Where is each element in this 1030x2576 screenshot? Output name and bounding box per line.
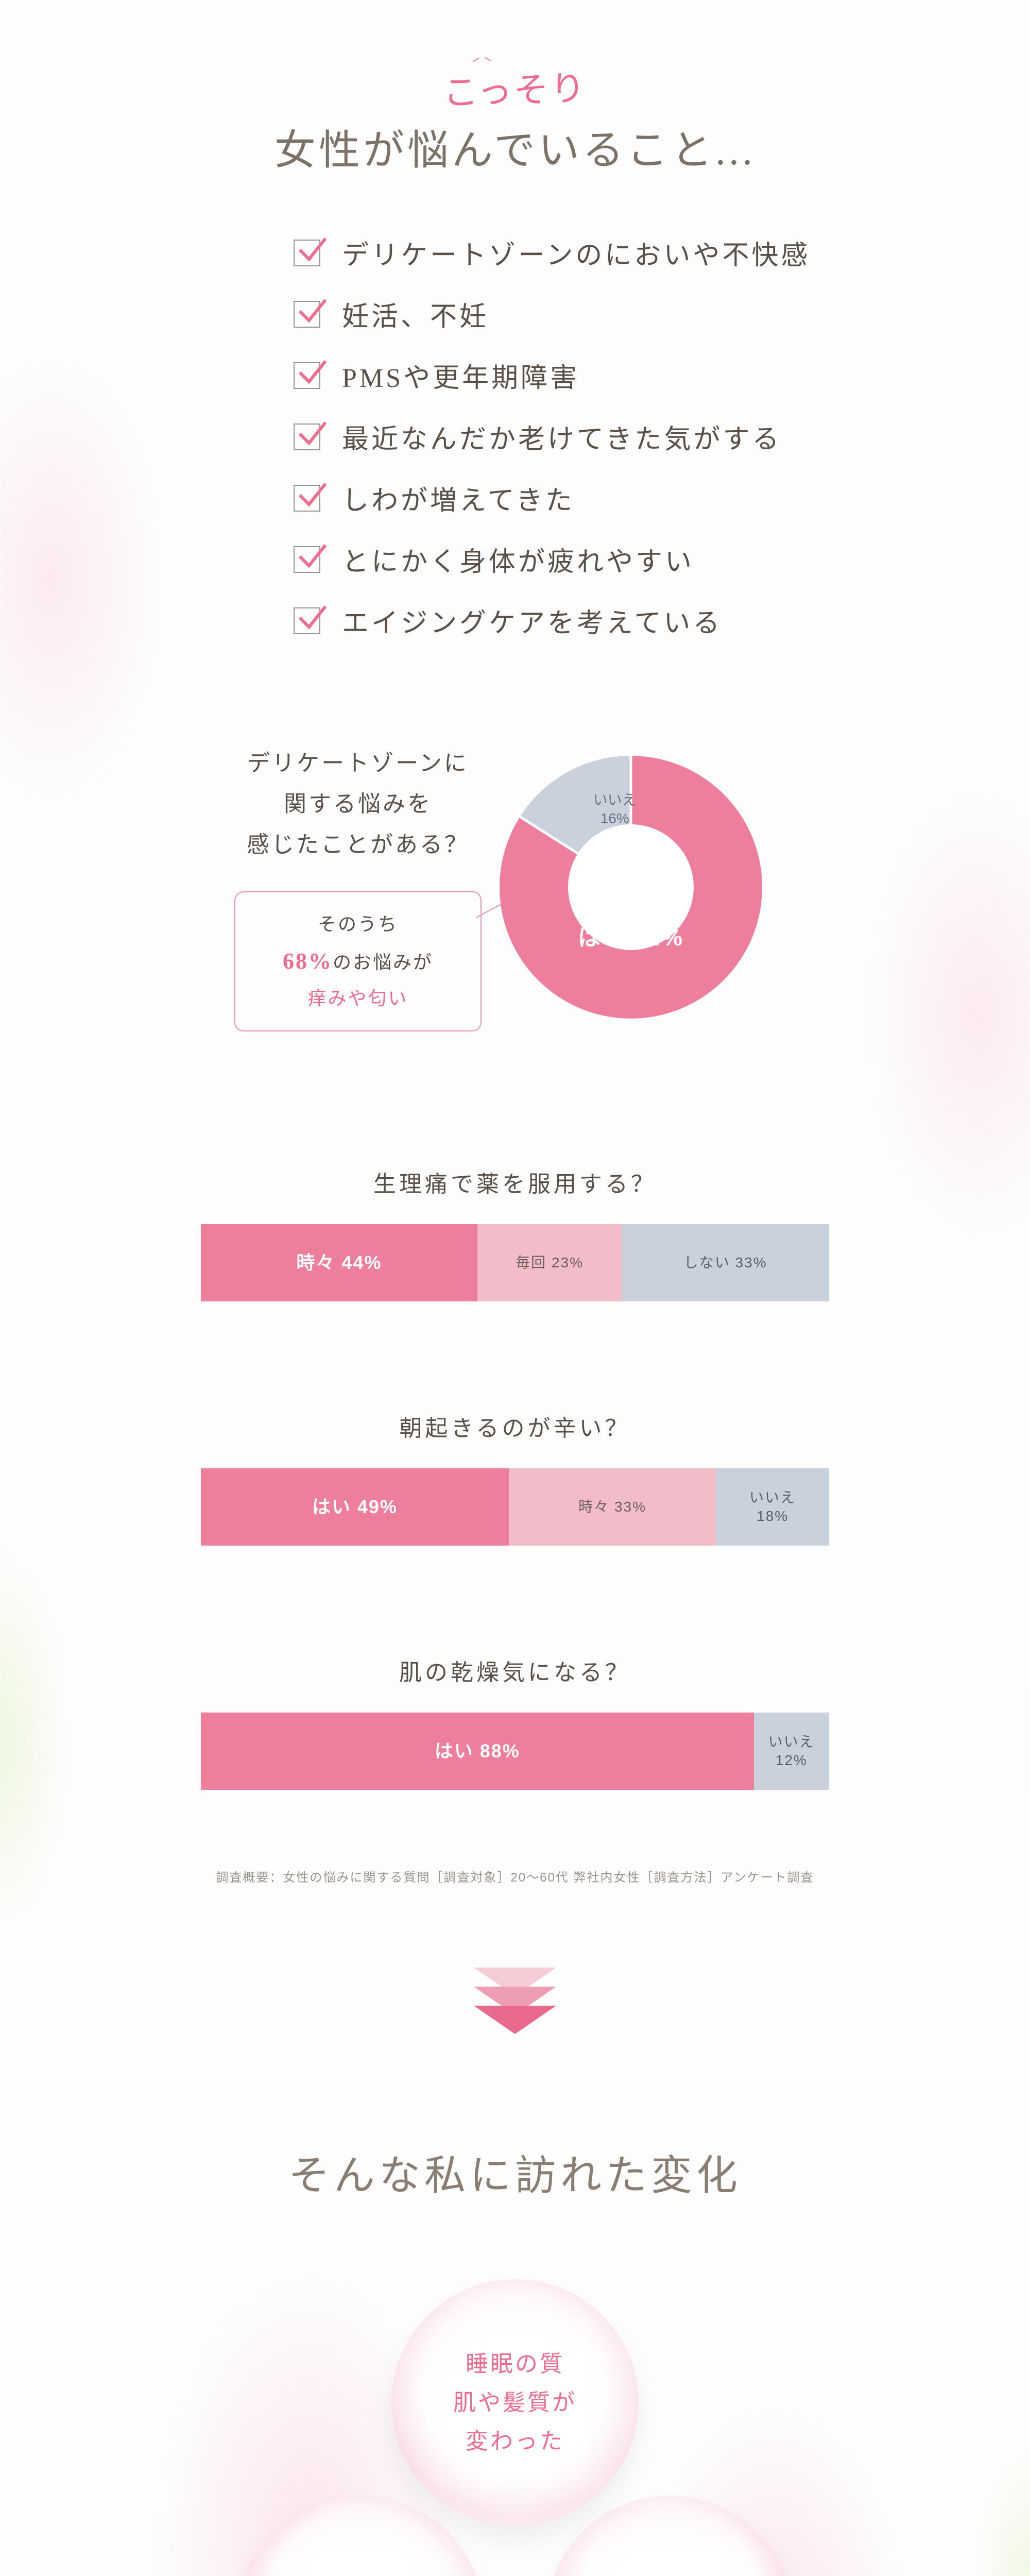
check-item-4: しわが増えてきた xyxy=(294,479,855,517)
donut-question-line2: 関する悩みを xyxy=(284,791,432,817)
check-icon xyxy=(294,362,320,389)
check-label: エイジングケアを考えている xyxy=(342,601,722,640)
bar-block-0: 生理痛で薬を服用する？ 時々 44%毎回 23%しない 33% xyxy=(201,1165,829,1301)
donut-question: デリケートゾーンに 関する悩みを 感じたことがある？ xyxy=(234,743,482,866)
donut-section: デリケートゾーンに 関する悩みを 感じたことがある？ そのうち 68%のお悩みが… xyxy=(144,743,855,1031)
bar-segment: 時々 44% xyxy=(201,1224,477,1301)
page: こっそり 女性が悩んでいること... デリケートゾーンのにおいや不快感妊活、不妊… xyxy=(0,0,1030,2576)
check-icon xyxy=(294,546,320,573)
hero-title: 女性が悩んでいること... xyxy=(175,117,855,177)
bar-segment: 時々 33% xyxy=(509,1468,716,1546)
stacked-bar: はい 88%いいえ12% xyxy=(201,1713,829,1790)
check-label: 最近なんだか老けてきた気がする xyxy=(342,417,781,456)
check-item-6: エイジングケアを考えている xyxy=(294,601,855,640)
stacked-bar: はい 49%時々 33%いいえ18% xyxy=(201,1468,829,1546)
bar-charts: 生理痛で薬を服用する？ 時々 44%毎回 23%しない 33% 朝起きるのが辛い？ は… xyxy=(175,1165,855,1790)
check-label: とにかく身体が疲れやすい xyxy=(342,540,694,579)
donut-question-line1: デリケートゾーンに xyxy=(247,751,469,776)
check-icon xyxy=(294,423,320,450)
callout-percent: 68% xyxy=(283,948,333,974)
donut-no-text: いいえ xyxy=(593,792,637,808)
check-icon xyxy=(294,485,320,512)
bar-segment: いいえ18% xyxy=(716,1468,829,1546)
check-item-5: とにかく身体が疲れやすい xyxy=(294,540,855,579)
bar-segment: はい 88% xyxy=(201,1713,754,1790)
down-arrows xyxy=(175,1968,855,2034)
donut-chart: いいえ 16% はい 84% xyxy=(497,753,765,1021)
donut-question-line3: 感じたことがある？ xyxy=(247,832,469,857)
bar-block-2: 肌の乾燥気になる？ はい 88%いいえ12% xyxy=(201,1654,829,1790)
donut-callout: そのうち 68%のお悩みが 痒みや匂い xyxy=(234,891,482,1032)
changes-title: そんな私に訪れた変化 xyxy=(175,2142,855,2202)
check-item-1: 妊活、不妊 xyxy=(294,295,855,333)
bubble-pain: 生理痛が軽減した xyxy=(237,2496,484,2576)
bar-title: 肌の乾燥気になる？ xyxy=(201,1654,829,1687)
survey-note: 調査概要：女性の悩みに関する質問［調査対象］20〜60代 弊社内女性［調査方法］… xyxy=(175,1867,855,1885)
hero-handwritten: こっそり xyxy=(442,59,588,115)
stacked-bar: 時々 44%毎回 23%しない 33% xyxy=(201,1224,829,1301)
hero: こっそり 女性が悩んでいること... xyxy=(175,62,855,177)
donut-yes-label: はい 84% xyxy=(578,919,684,952)
callout-line1: そのうち xyxy=(318,914,398,935)
check-label: デリケートゾーンのにおいや不快感 xyxy=(342,233,810,272)
callout-line3: 痒みや匂い xyxy=(307,988,408,1009)
check-item-2: PMSや更年期障害 xyxy=(294,356,855,395)
bar-segment: 毎回 23% xyxy=(477,1224,622,1301)
bar-segment: はい 49% xyxy=(201,1468,509,1546)
bar-segment: しない 33% xyxy=(622,1224,829,1301)
check-icon xyxy=(294,607,320,634)
check-label: PMSや更年期障害 xyxy=(342,356,579,395)
check-item-3: 最近なんだか老けてきた気がする xyxy=(294,417,855,456)
check-label: しわが増えてきた xyxy=(342,479,575,517)
donut-no-label: いいえ 16% xyxy=(593,791,637,828)
check-item-0: デリケートゾーンのにおいや不快感 xyxy=(294,233,855,272)
bar-segment: いいえ12% xyxy=(754,1713,829,1790)
checklist: デリケートゾーンのにおいや不快感妊活、不妊 PMSや更年期障害最近なんだか老けてき… xyxy=(175,233,855,640)
bar-title: 朝起きるのが辛い？ xyxy=(201,1410,829,1443)
check-icon xyxy=(294,301,320,328)
donut-left: デリケートゾーンに 関する悩みを 感じたことがある？ そのうち 68%のお悩みが… xyxy=(234,743,482,1031)
change-bubbles: 睡眠の質肌や髪質が変わった 生理痛が軽減した 疲れにくく元気になった xyxy=(206,2279,824,2576)
content: こっそり 女性が悩んでいること... デリケートゾーンのにおいや不快感妊活、不妊… xyxy=(175,62,855,2576)
check-icon xyxy=(294,240,320,266)
bubble-energy: 疲れにくく元気になった xyxy=(546,2496,793,2576)
check-label: 妊活、不妊 xyxy=(342,295,489,333)
bar-title: 生理痛で薬を服用する？ xyxy=(201,1165,829,1198)
bar-block-1: 朝起きるのが辛い？ はい 49%時々 33%いいえ18% xyxy=(201,1410,829,1546)
donut-no-pct: 16% xyxy=(600,810,629,826)
bubble-sleep: 睡眠の質肌や髪質が変わった xyxy=(391,2279,639,2527)
callout-line2-rest: のお悩みが xyxy=(333,952,433,973)
arrow-triangle-2 xyxy=(474,2006,556,2034)
